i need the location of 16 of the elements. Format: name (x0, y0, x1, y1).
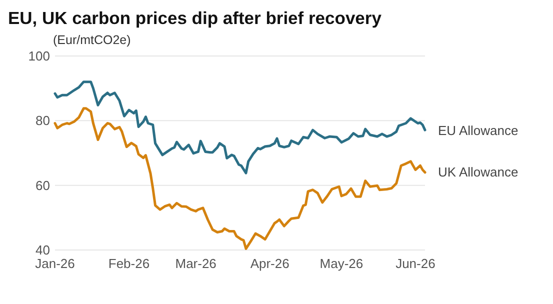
x-tick-label: Jan-26 (35, 256, 75, 271)
x-tick-label: Apr-26 (250, 256, 290, 271)
y-tick-label: 40 (36, 242, 50, 258)
x-tick-label: Jun-26 (396, 256, 436, 271)
chart-title: EU, UK carbon prices dip after brief recovery (8, 8, 382, 28)
series-label: EU Allowance (438, 123, 518, 138)
y-tick-label: 60 (36, 178, 50, 193)
y-tick-label: 80 (36, 113, 50, 128)
y-tick-label: 100 (28, 48, 50, 64)
x-tick-label: May-26 (320, 256, 364, 271)
line-series (54, 107, 426, 250)
x-tick-label: Feb-26 (108, 256, 150, 271)
series-label: UK Allowance (438, 164, 518, 180)
y-axis-title: (Eur/mtCO2e) (53, 33, 131, 47)
x-tick-label: Mar-26 (175, 256, 216, 271)
line-series (54, 80, 426, 174)
